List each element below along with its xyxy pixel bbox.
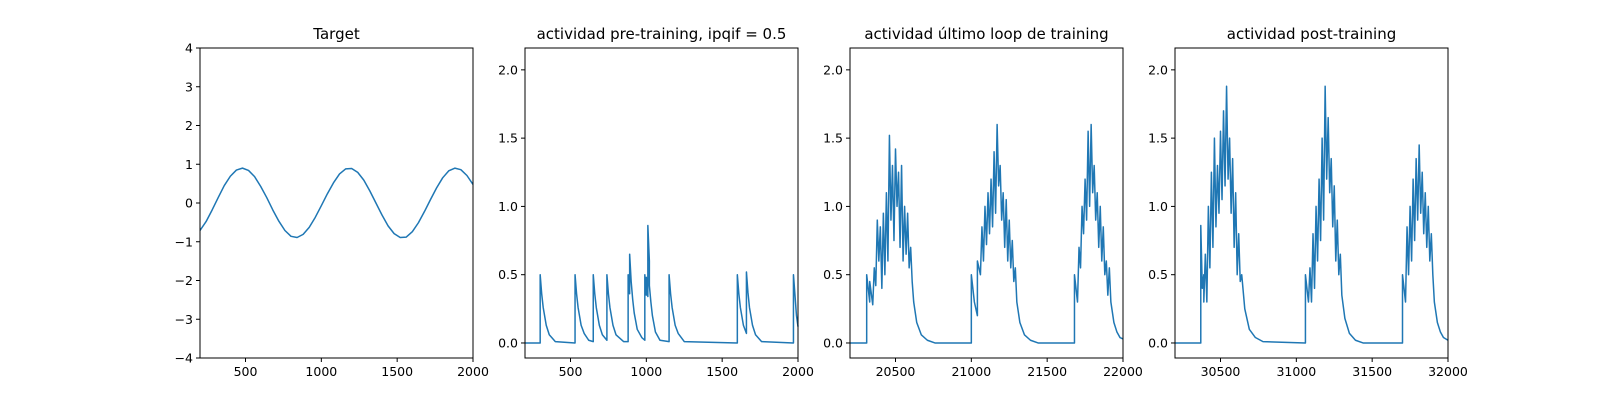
y-tick-label: 1.5 — [1148, 131, 1168, 146]
y-tick-label: 0.5 — [1148, 267, 1168, 282]
x-tick-label: 1500 — [381, 364, 413, 379]
x-tick-label: 21500 — [1027, 364, 1067, 379]
y-tick-label: 1.5 — [823, 131, 843, 146]
plot-frame — [524, 47, 799, 359]
y-tick-label: 0.0 — [1148, 335, 1168, 350]
y-tick-label: 1.5 — [498, 131, 518, 146]
y-tick-label: −3 — [175, 312, 193, 327]
y-tick-label: 0.5 — [823, 267, 843, 282]
y-tick-label: 2.0 — [823, 62, 843, 77]
y-tick-label: 4 — [185, 41, 193, 56]
series-line-1 — [199, 167, 474, 239]
x-tick-label: 22000 — [1103, 364, 1143, 379]
chart-title: actividad post-training — [1227, 25, 1396, 43]
series-line-1 — [525, 224, 799, 344]
subplot-4: 30500 31000 31500 32000 0.0 0.5 1.0 1.5 2.0 activ… — [1148, 25, 1468, 379]
chart-title: actividad último loop de training — [864, 25, 1108, 43]
series-line-1 — [1175, 85, 1449, 344]
x-tick-label: 1000 — [630, 364, 662, 379]
x-tick-label: 32000 — [1428, 364, 1468, 379]
y-tick-label: 1.0 — [1148, 199, 1168, 214]
x-tick-label: 31000 — [1276, 364, 1316, 379]
x-tick-label: 20500 — [876, 364, 916, 379]
plot-frame — [199, 47, 474, 359]
y-tick-label: 0.0 — [498, 335, 518, 350]
y-tick-label: 0.5 — [498, 267, 518, 282]
y-tick-label: 0 — [185, 196, 193, 211]
plot-frame — [1174, 47, 1449, 359]
x-tick-label: 500 — [234, 364, 258, 379]
x-tick-label: 31500 — [1352, 364, 1392, 379]
y-tick-label: −4 — [175, 351, 193, 366]
chart-title: Target — [312, 25, 360, 43]
x-tick-label: 500 — [559, 364, 583, 379]
y-tick-label: 2.0 — [498, 62, 518, 77]
x-tick-label: 1000 — [305, 364, 337, 379]
x-tick-label: 1500 — [706, 364, 738, 379]
y-tick-label: −1 — [175, 234, 193, 249]
x-tick-label: 2000 — [782, 364, 814, 379]
y-tick-label: −2 — [175, 273, 193, 288]
series-line-1 — [850, 123, 1124, 344]
x-tick-label: 30500 — [1201, 364, 1241, 379]
y-tick-label: 1 — [185, 157, 193, 172]
y-tick-label: 1.0 — [498, 199, 518, 214]
subplot-3: 20500 21000 21500 22000 0.0 0.5 1.0 1.5 2.0 activ… — [823, 25, 1143, 379]
chart-title: actividad pre-training, ipqif = 0.5 — [537, 25, 787, 43]
y-tick-label: 2 — [185, 118, 193, 133]
x-tick-label: 2000 — [457, 364, 489, 379]
y-tick-label: 2.0 — [1148, 62, 1168, 77]
subplot-2: 500 1000 1500 2000 0.0 0.5 1.0 1.5 2.0 actividad … — [498, 25, 814, 379]
y-tick-label: 1.0 — [823, 199, 843, 214]
x-tick-label: 21000 — [951, 364, 991, 379]
y-tick-label: 0.0 — [823, 335, 843, 350]
subplot-1: 500 1000 1500 2000 −4 −3 −2 −1 0 1 2 3 4 Target — [175, 25, 489, 379]
y-tick-label: 3 — [185, 79, 193, 94]
plot-frame — [849, 47, 1124, 359]
